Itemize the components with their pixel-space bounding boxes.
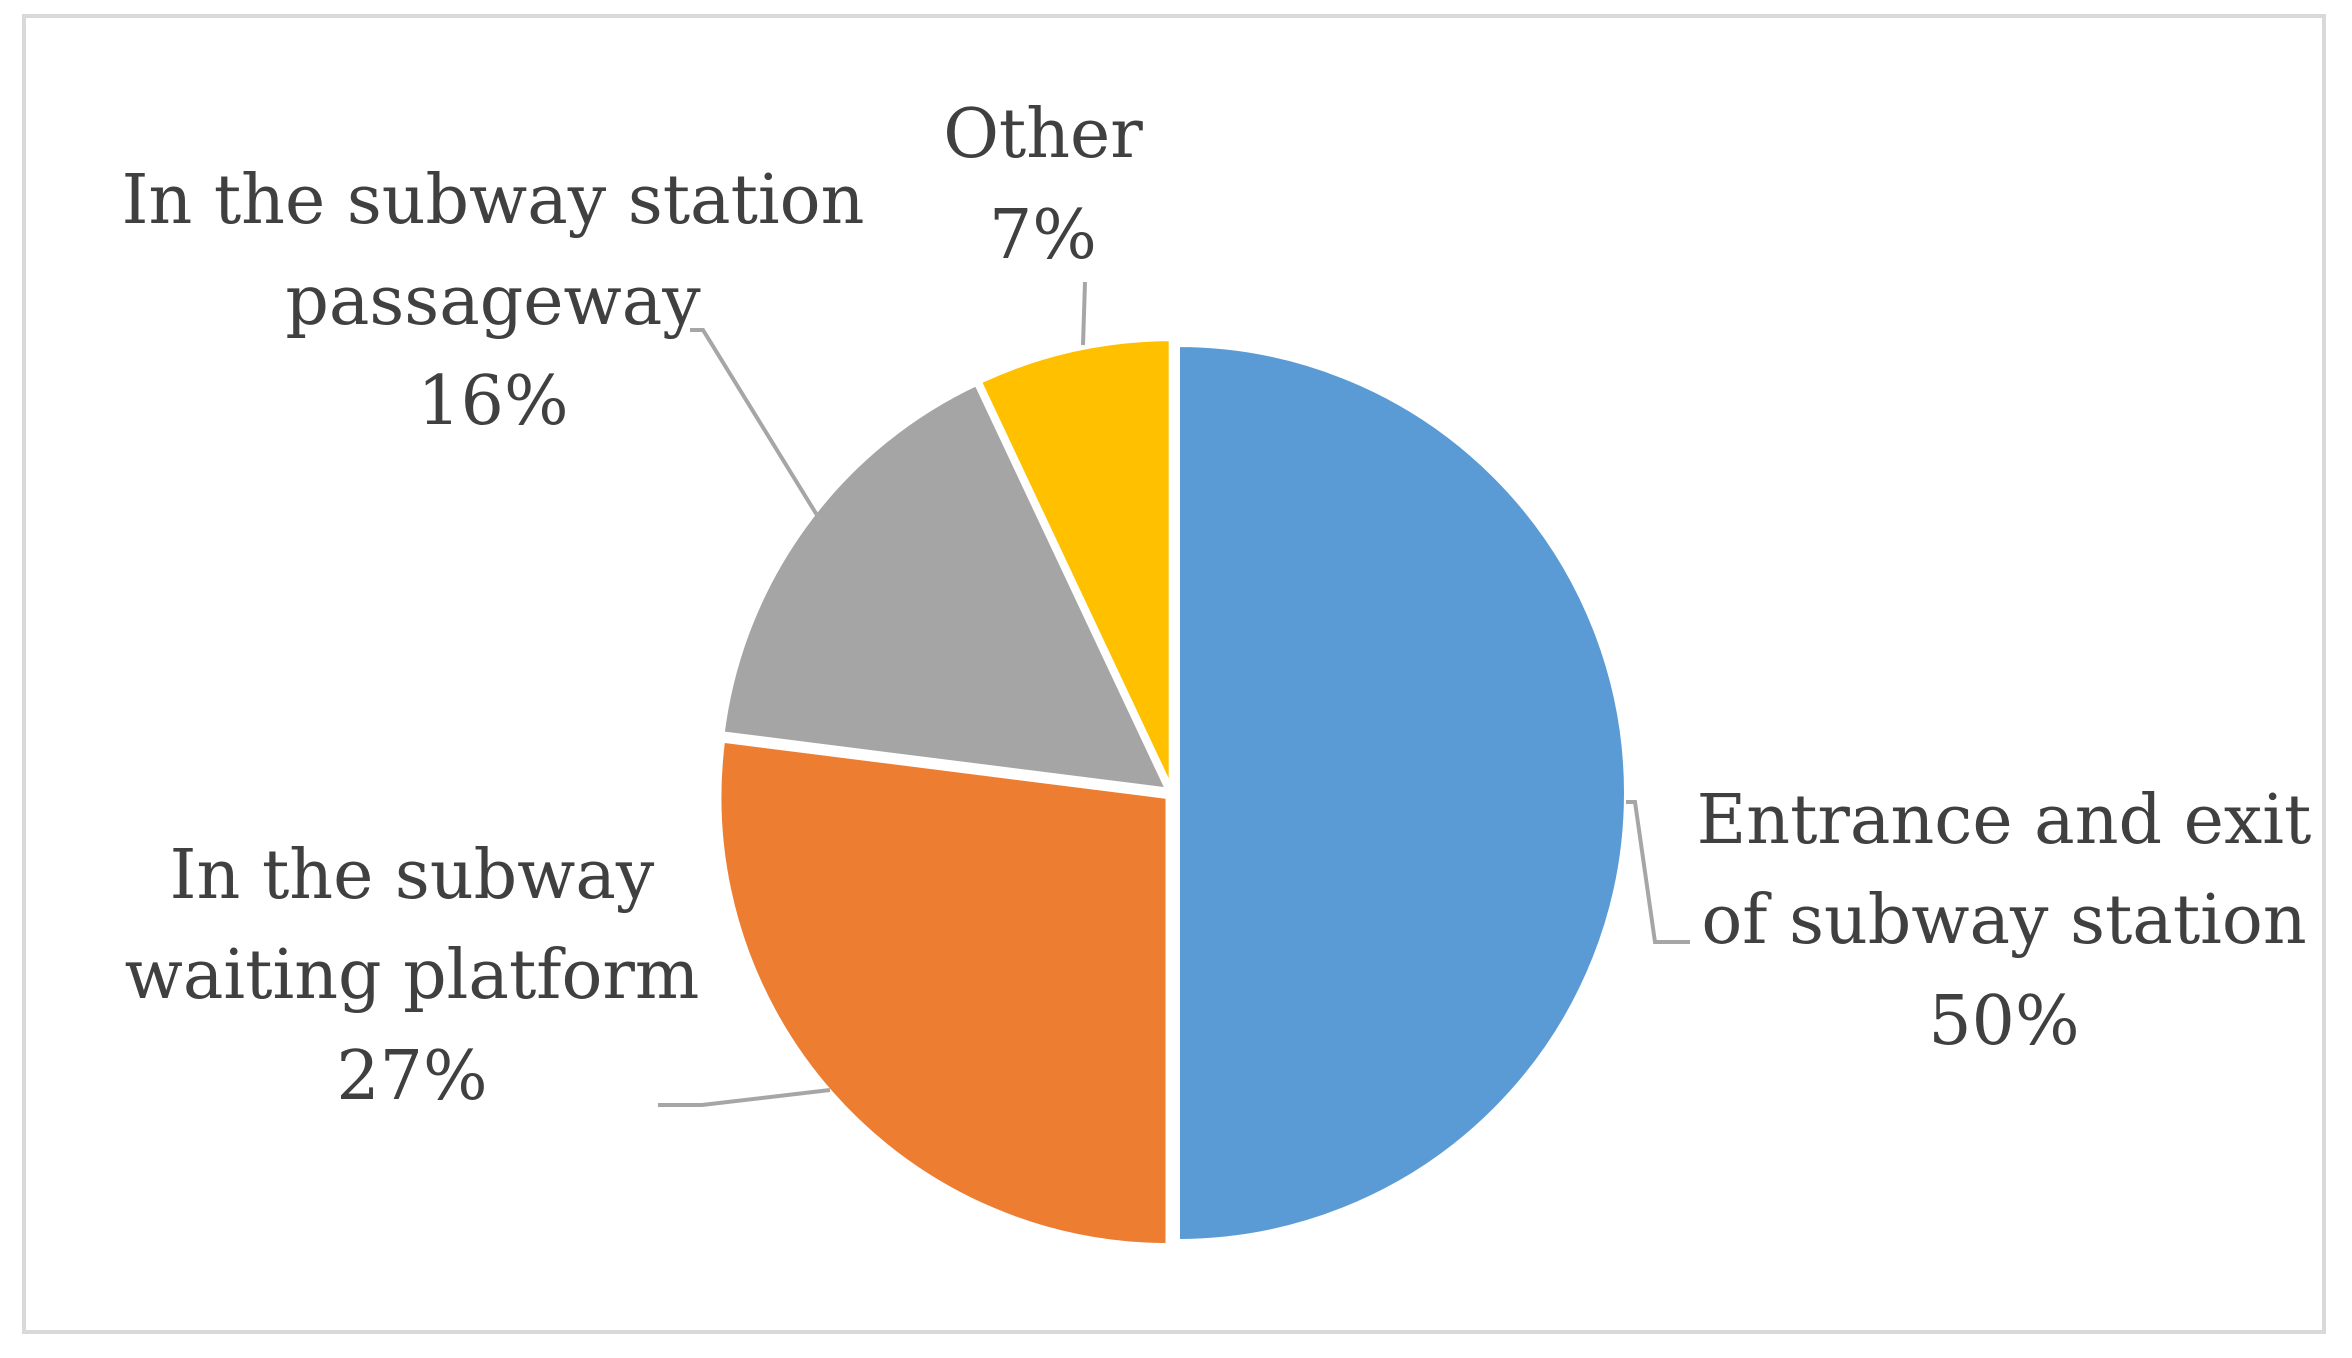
slice-label-entrance-exit: Entrance and exit of subway station 50% [1697,781,2312,1061]
leader-line-waiting-platform [658,1088,831,1107]
leader-line-passageway [690,328,822,522]
slice-other [977,337,1173,788]
slice-label-other: Other 7% [943,95,1143,275]
slice-passageway [720,381,1171,792]
leader-line-entrance-exit [1626,800,1690,944]
slice-label-passageway: In the subway station passageway 16% [122,161,865,441]
slice-label-line: Other [943,95,1143,174]
slice-label-line: Entrance and exit [1697,781,2312,860]
slice-value-label: 27% [336,1037,487,1116]
slice-label-line: In the subway station [122,161,865,240]
slice-label-line: passageway [285,262,701,341]
slice-entrance-exit [1176,342,1628,1244]
slice-label-waiting-platform: In the subway waiting platform 27% [125,836,700,1116]
chart-frame [22,14,2326,1334]
slice-label-line: waiting platform [125,936,700,1015]
slice-value-label: 7% [989,196,1097,275]
slice-value-label: 50% [1928,982,2079,1061]
slice-value-label: 16% [417,362,568,441]
slice-label-line: In the subway [170,836,655,915]
slice-waiting-platform [717,738,1170,1247]
slice-label-line: of subway station [1701,881,2306,960]
leader-line-other [1081,281,1087,346]
pie-slices [717,337,1628,1247]
leader-lines [658,281,1690,1107]
